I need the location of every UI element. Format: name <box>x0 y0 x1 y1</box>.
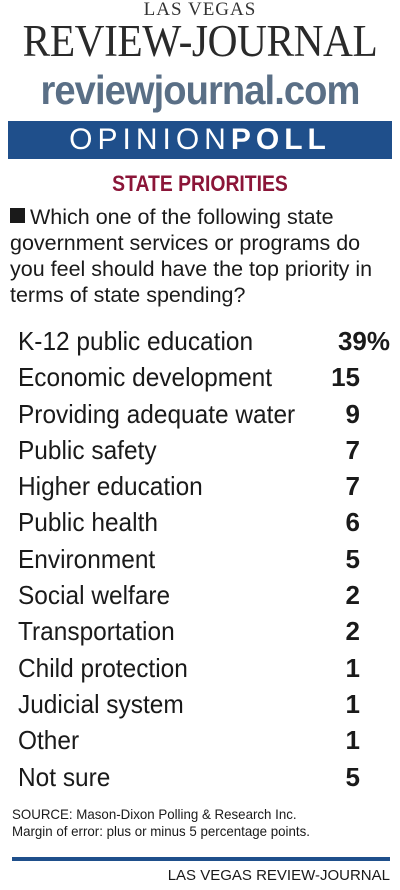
result-row: Economic development 15 <box>18 359 390 395</box>
source-note: SOURCE: Mason-Dixon Polling & Research I… <box>12 806 377 840</box>
result-value: 6 <box>345 507 360 538</box>
credit-line: LAS VEGAS REVIEW-JOURNAL <box>167 867 390 884</box>
result-value: 39% <box>337 326 390 356</box>
result-label: Not sure <box>18 761 111 792</box>
result-label: Environment <box>18 543 156 574</box>
result-row: Providing adequate water 9 <box>18 396 390 432</box>
result-value: 5 <box>345 761 360 792</box>
result-label: Economic development <box>18 362 273 393</box>
result-value: 2 <box>345 580 360 611</box>
result-label: Social welfare <box>18 580 171 611</box>
banner-part-1: OPINION <box>69 123 231 156</box>
result-label: Higher education <box>18 471 203 502</box>
result-row: Public safety 7 <box>18 432 390 468</box>
margin-line: Margin of error: plus or minus 5 percent… <box>12 823 310 839</box>
result-value: 9 <box>345 398 360 429</box>
result-row: Other 1 <box>18 722 390 758</box>
result-row: Higher education 7 <box>18 468 390 504</box>
result-label: Public safety <box>18 434 157 465</box>
result-value: 15 <box>331 362 360 393</box>
opinion-poll-banner: OPINIONPOLL <box>8 121 392 159</box>
result-value: 7 <box>345 471 360 502</box>
result-row: Environment 5 <box>18 541 390 577</box>
result-label: Transportation <box>18 616 175 647</box>
results-table: K-12 public education 39% Economic develop… <box>18 323 390 795</box>
result-label: Judicial system <box>18 688 184 719</box>
result-label: Public health <box>18 507 158 538</box>
site-name: reviewjournal.com <box>40 67 360 113</box>
result-label: Child protection <box>18 652 188 683</box>
result-label: K-12 public education <box>18 326 254 356</box>
result-value: 2 <box>345 616 360 647</box>
result-row: Child protection 1 <box>18 650 390 686</box>
result-row: Social welfare 2 <box>18 577 390 613</box>
result-value: 1 <box>345 688 360 719</box>
result-row: Public health 6 <box>18 504 390 540</box>
masthead-title: REVIEW-JOURNAL <box>22 16 378 66</box>
poll-subtitle: STATE PRIORITIES <box>112 171 288 196</box>
result-row: Not sure 5 <box>18 759 390 795</box>
square-bullet-icon <box>10 208 25 223</box>
result-row: Judicial system 1 <box>18 686 390 722</box>
result-row: Transportation 2 <box>18 613 390 649</box>
result-value: 1 <box>345 725 360 756</box>
poll-question-text: Which one of the following state governm… <box>10 205 373 307</box>
result-value: 7 <box>345 434 360 465</box>
footer-rule <box>12 857 390 861</box>
result-value: 1 <box>345 652 360 683</box>
masthead-kicker: LAS VEGAS <box>143 0 257 20</box>
result-row: K-12 public education 39% <box>18 323 390 359</box>
result-label: Providing adequate water <box>18 398 296 429</box>
poll-question: Which one of the following state governm… <box>10 204 394 308</box>
masthead-header: LAS VEGAS REVIEW-JOURNAL reviewjournal.c… <box>0 0 400 118</box>
result-label: Other <box>18 725 80 756</box>
source-line: SOURCE: Mason-Dixon Polling & Research I… <box>12 806 297 822</box>
result-value: 5 <box>345 543 360 574</box>
banner-part-2: POLL <box>230 123 331 156</box>
